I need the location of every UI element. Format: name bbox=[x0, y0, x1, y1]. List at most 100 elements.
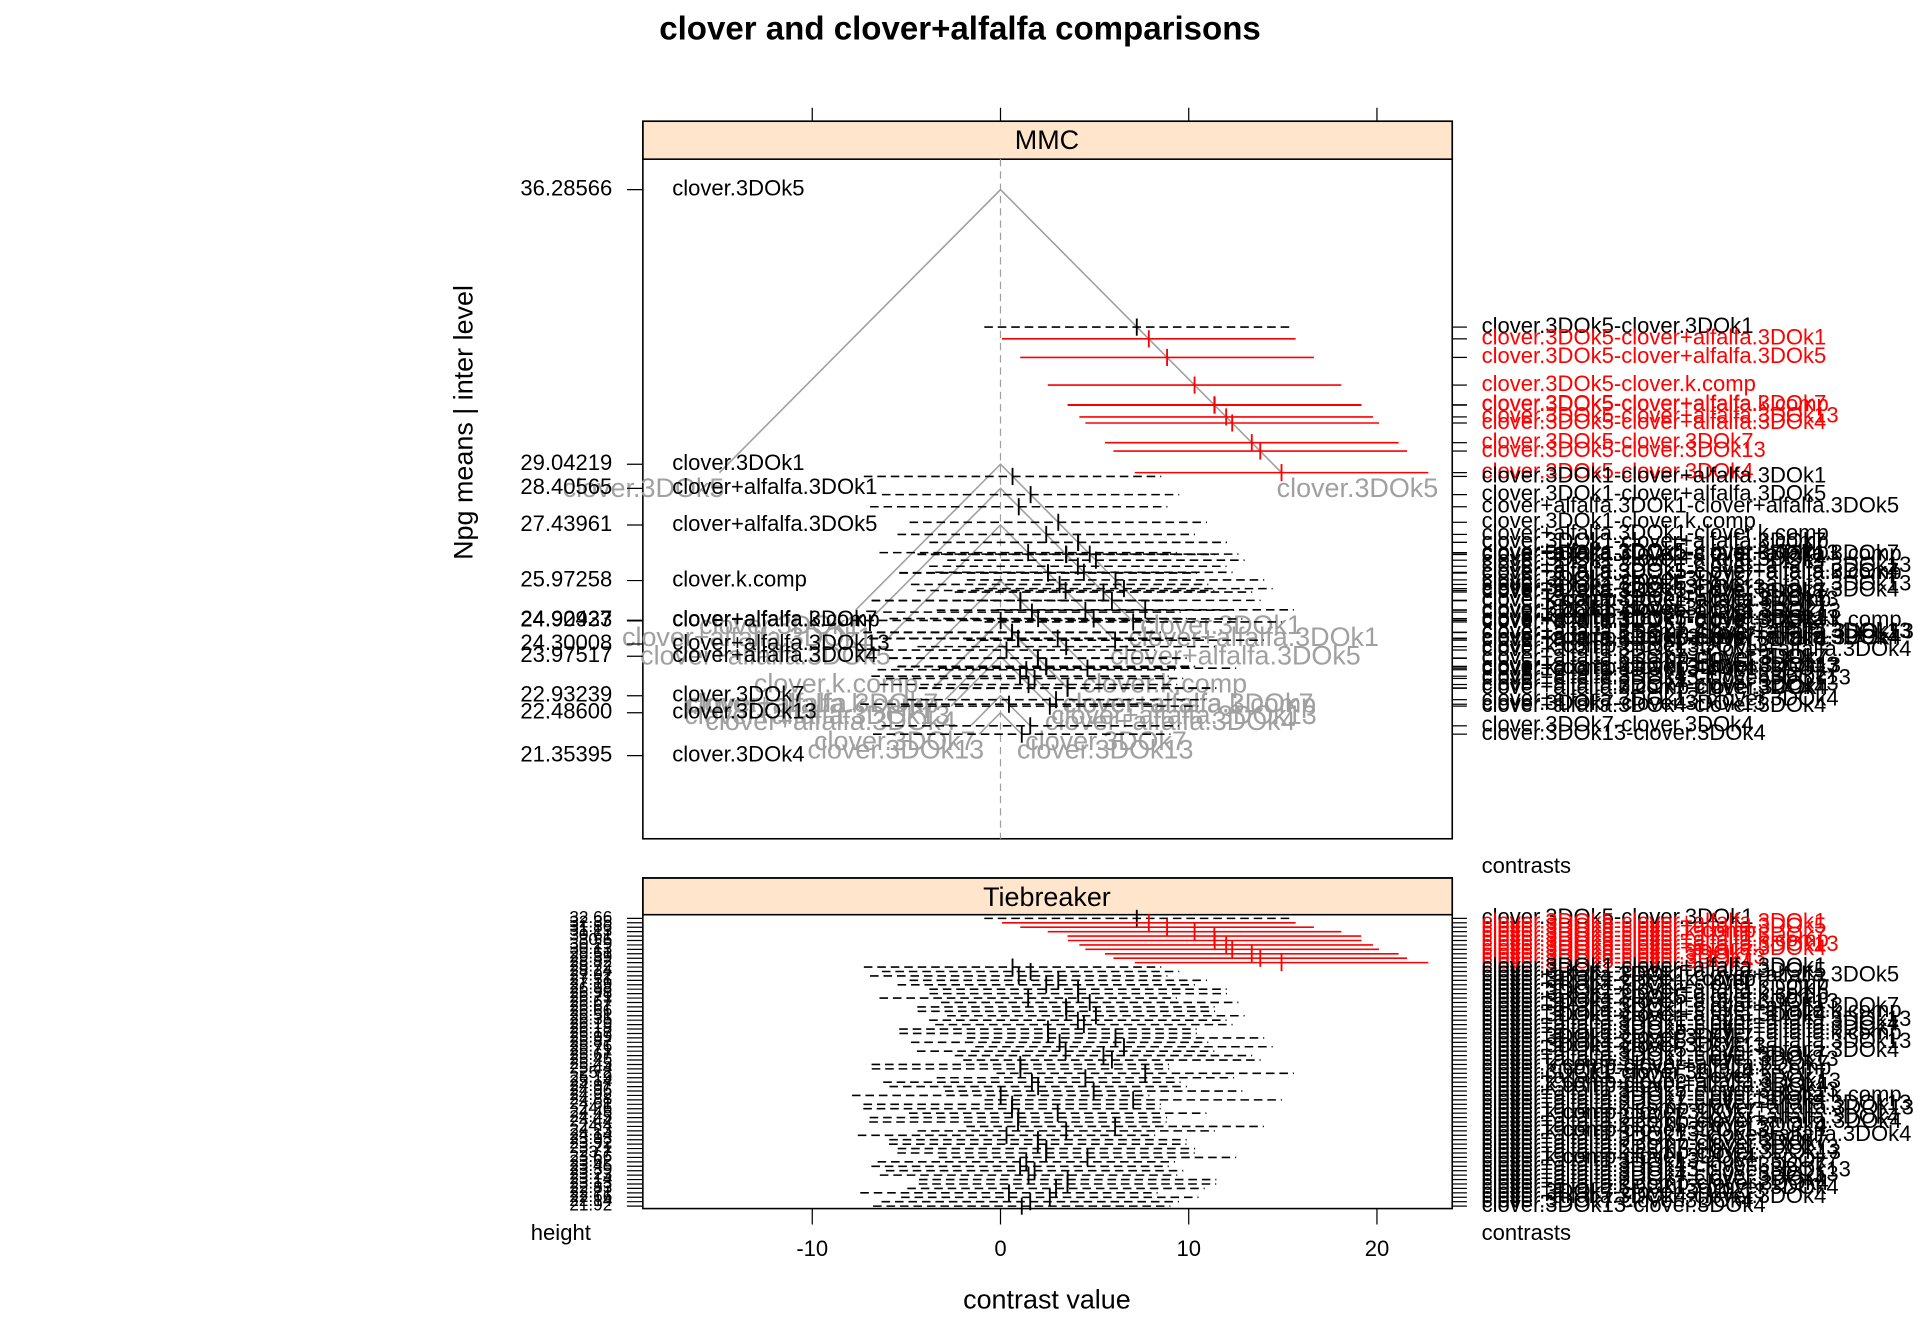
contrast-label: clover+alfalfa.k.comp-clover+alfalfa.3DO… bbox=[1482, 1095, 1914, 1120]
contrast-label: clover.3DOk1-clover.3DOk7 bbox=[1482, 1024, 1754, 1049]
contrast-label: clover.k.comp-clover.3DOk13 bbox=[1482, 632, 1769, 657]
contrast-label: clover.3DOk5-clover.3DOk4 bbox=[1482, 458, 1754, 483]
panel-frame bbox=[642, 877, 1454, 1210]
iso-mean-line bbox=[944, 642, 1057, 701]
contrast-label: clover.3DOk1-clover.3DOk7 bbox=[1482, 566, 1754, 591]
y-tick-label: 25.76 bbox=[569, 1035, 612, 1055]
contrast-label: clover.3DOk7-clover.3DOk13 bbox=[1482, 690, 1766, 715]
iso-label: clover.3DOk7 bbox=[1025, 726, 1187, 756]
contrast-label: clover+alfalfa.3DOk1-clover+alfalfa.3DOk… bbox=[1482, 552, 1912, 577]
y-tick-label: 24.23 bbox=[569, 1119, 612, 1139]
contrast-label: clover+alfalfa.3DOk5-clover.3DOk13 bbox=[1482, 1077, 1839, 1102]
contrast-label: clover+alfalfa.3DOk1-clover+alfalfa.3DOk… bbox=[1482, 993, 1900, 1018]
group-label: clover+alfalfa.k.comp bbox=[672, 607, 880, 632]
iso-label: clover.3DOk13 bbox=[808, 734, 985, 764]
y-tick-label: 24.96 bbox=[569, 1080, 612, 1100]
iso-label: clover.3DOk13 bbox=[1017, 734, 1194, 764]
contrast-label: clover+alfalfa.3DOk7-clover+alfalfa.3DOk… bbox=[1482, 618, 1912, 643]
contrast-label: clover+alfalfa.3DOk13-clover+alfalfa.3DO… bbox=[1482, 1121, 1912, 1146]
y-tick-label: 24.45 bbox=[569, 1106, 612, 1126]
iso-label: clover.3DOk7 bbox=[814, 726, 976, 756]
y-tick-label: 23.66 bbox=[569, 1146, 612, 1166]
contrast-label: clover.3DOk1-clover+alfalfa.3DOk13 bbox=[1482, 988, 1839, 1013]
contrast-label: clover.k.comp-clover+alfalfa.k.comp bbox=[1482, 1055, 1832, 1080]
y-tick-label: 25.2 bbox=[579, 1062, 612, 1082]
contrast-label: clover.3DOk5-clover+alfalfa.3DOk1 bbox=[1482, 325, 1827, 350]
contrast-label: clover+alfalfa.3DOk5-clover+alfalfa.k.co… bbox=[1482, 559, 1902, 584]
y-tick-label: 26.98 bbox=[569, 978, 612, 998]
contrast-label: clover+alfalfa.3DOk1-clover.3DOk7 bbox=[1482, 578, 1827, 603]
contrast-label: clover.3DOk7-clover.3DOk13 bbox=[1482, 1179, 1766, 1204]
y-tick-label: 24.61 bbox=[569, 1093, 612, 1113]
contrast-label: clover.3DOk5-clover.3DOk1 bbox=[1482, 904, 1754, 929]
iso-label: clover+alfalfa.3DOk5 bbox=[640, 641, 891, 671]
contrast-label: clover+alfalfa.3DOk5-clover+alfalfa.k.co… bbox=[1482, 1019, 1902, 1044]
x-axis-label: contrast value bbox=[963, 1285, 1131, 1315]
contrast-label: clover.3DOk7-clover.3DOk4 bbox=[1482, 712, 1754, 737]
iso-label: clover+alfalfa.3DOk4 bbox=[1045, 706, 1296, 736]
iso-mean-line bbox=[855, 463, 1146, 611]
iso-label: clover+alfalfa.k.comp bbox=[685, 688, 939, 718]
contrast-label: clover.k.comp-clover.3DOk4 bbox=[1482, 654, 1756, 679]
contrast-label: clover.3DOk5-clover.3DOk7 bbox=[1482, 940, 1754, 965]
contrast-label: clover.3DOk1-clover+alfalfa.3DOk1 bbox=[1482, 462, 1827, 487]
contrast-label: clover.3DOk1-clover.3DOk4 bbox=[1482, 1059, 1754, 1084]
contrast-label: clover.3DOk5-clover+alfalfa.3DOk4 bbox=[1482, 409, 1827, 434]
y-tick-label: 25.44 bbox=[569, 1057, 612, 1077]
y-tick-label: 31.86 bbox=[569, 916, 612, 936]
contrast-label: clover+alfalfa.3DOk7-clover.3DOk13 bbox=[1482, 652, 1839, 677]
y-tick-label: 27.51 bbox=[569, 969, 612, 989]
iso-label: clover+alfalfa.3DOk13 bbox=[684, 700, 950, 730]
contrast-label: clover.3DOk5-clover+alfalfa.k.comp bbox=[1482, 926, 1829, 951]
contrast-label: clover+alfalfa.3DOk1-clover+alfalfa.3DOk… bbox=[1482, 493, 1900, 518]
group-label: clover+alfalfa.3DOk4 bbox=[672, 642, 877, 667]
y-tick-label: 24.4 bbox=[579, 1115, 613, 1135]
contrast-label: clover.3DOk5-clover+alfalfa.3DOk4 bbox=[1482, 935, 1827, 960]
contrast-label: clover+alfalfa.3DOk5-clover+alfalfa.3DOk… bbox=[1482, 576, 1900, 601]
contrast-label: clover.k.comp-clover+alfalfa.3DOk4 bbox=[1482, 1072, 1829, 1097]
y-tick-label: 24.90933 bbox=[520, 607, 612, 632]
contrast-label: clover+alfalfa.3DOk13-clover.3DOk4 bbox=[1482, 686, 1839, 711]
iso-mean-line bbox=[970, 694, 1031, 727]
contrast-label: clover+alfalfa.3DOk13-clover.3DOk13 bbox=[1482, 1157, 1851, 1182]
y-tick-label: 23.97517 bbox=[520, 642, 612, 667]
contrast-label: clover.3DOk1-clover.3DOk13 bbox=[1482, 574, 1766, 599]
contrast-label: clover+alfalfa.3DOk1-clover+alfalfa.3DOk… bbox=[1482, 962, 1900, 987]
iso-label: clover.3DOk5 bbox=[1277, 473, 1439, 503]
contrast-label: clover.3DOk5-clover+alfalfa.3DOk5 bbox=[1482, 913, 1827, 938]
y-tick-label: 24.45 bbox=[569, 1102, 612, 1122]
contrast-label: clover+alfalfa.k.comp-clover.3DOk13 bbox=[1482, 653, 1841, 678]
group-label: clover.3DOk5 bbox=[672, 175, 804, 200]
contrast-label: clover+alfalfa.3DOk13-clover.3DOk4 bbox=[1482, 1174, 1839, 1199]
contrast-label: clover+alfalfa.3DOk4-clover.3DOk13 bbox=[1482, 1161, 1839, 1186]
contrast-label: clover+alfalfa.3DOk5-clover+alfalfa.3DOk… bbox=[1482, 559, 1900, 584]
y-tick-label: 23.92 bbox=[569, 1133, 612, 1153]
panel-title: MMC bbox=[1015, 125, 1079, 155]
chart-title: clover and clover+alfalfa comparisons bbox=[659, 10, 1261, 47]
panel-title: Tiebreaker bbox=[983, 882, 1111, 912]
contrast-label: clover+alfalfa.3DOk5-clover.k.comp bbox=[1482, 538, 1829, 563]
contrast-label: clover+alfalfa.3DOk1-clover.3DOk4 bbox=[1482, 608, 1827, 633]
group-label: clover.3DOk7 bbox=[672, 682, 804, 707]
contrast-label: clover.3DOk1-clover+alfalfa.3DOk7 bbox=[1482, 975, 1827, 1000]
contrast-label: clover.3DOk1-clover+alfalfa.3DOk7 bbox=[1482, 528, 1827, 553]
iso-label: clover+alfalfa.3DOk5 bbox=[1110, 641, 1361, 671]
contrast-label: clover.3DOk5-clover+alfalfa.3DOk7 bbox=[1482, 922, 1827, 947]
y-tick-label: 26.19 bbox=[569, 1013, 612, 1033]
iso-label: clover.3DOk1 bbox=[699, 610, 861, 640]
y-tick-label: 21.35395 bbox=[520, 741, 612, 766]
iso-label: clover+alfalfa.3DOk7 bbox=[1063, 688, 1314, 718]
contrast-label: clover+alfalfa.3DOk13-clover.3DOk7 bbox=[1482, 656, 1839, 681]
contrast-label: clover.3DOk1-clover+alfalfa.3DOk4 bbox=[1482, 546, 1827, 571]
contrast-label: clover+alfalfa.3DOk5-clover.k.comp bbox=[1482, 984, 1829, 1009]
contrast-label: clover.3DOk13-clover.3DOk4 bbox=[1482, 720, 1766, 745]
y-tick-label: 26.18 bbox=[569, 1018, 612, 1038]
iso-label: clover+alfalfa.3DOk1 bbox=[1128, 622, 1379, 652]
group-label: clover+alfalfa.3DOk7 bbox=[672, 606, 877, 631]
iso-label: clover.3DOk1 bbox=[1140, 610, 1302, 640]
contrast-label: clover.3DOk5-clover.3DOk4 bbox=[1482, 948, 1754, 973]
y-tick-label: 25.67 bbox=[569, 1044, 612, 1064]
contrast-label: clover.3DOk1-clover+alfalfa.3DOk4 bbox=[1482, 1002, 1827, 1027]
contrast-label: clover.3DOk1-clover+alfalfa.3DOk5 bbox=[1482, 480, 1827, 505]
y-tick-label: 23.71 bbox=[569, 1137, 612, 1157]
